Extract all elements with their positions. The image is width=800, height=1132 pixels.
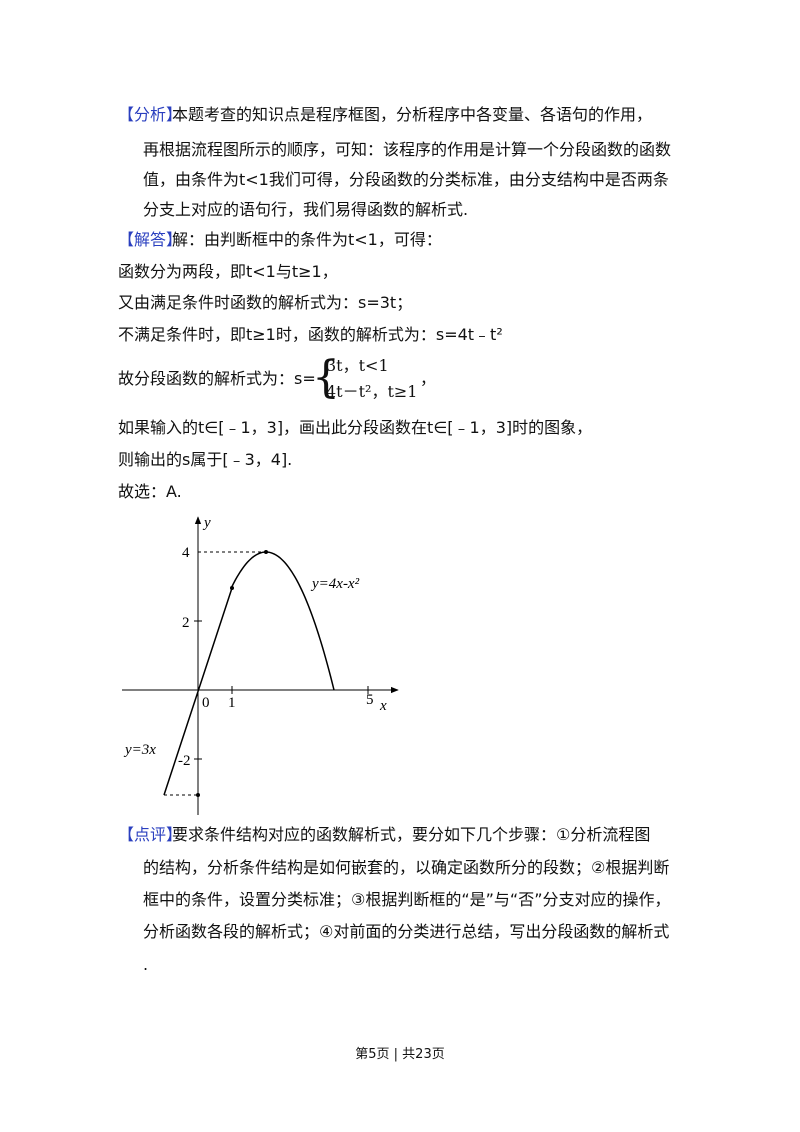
text-line: 本题考查的知识点是程序框图，分析程序中各变量、各语句的作用， bbox=[172, 105, 653, 124]
brace: { bbox=[312, 352, 340, 403]
text-line: 要求条件结构对应的函数解析式，要分如下几个步骤：①分析流程图 bbox=[172, 825, 651, 844]
parabola bbox=[231, 551, 335, 691]
curve-label: y=4x-x² bbox=[310, 576, 360, 592]
text-line: 故选：A. bbox=[118, 482, 182, 501]
text-line: 分析函数各段的解析式；④对前面的分类进行总结，写出分段函数的解析式 bbox=[143, 922, 670, 941]
text-line: 解：由判断框中的条件为t<1，可得： bbox=[172, 230, 442, 249]
tick-label: 5 bbox=[366, 692, 374, 708]
text-line: ， bbox=[420, 369, 437, 388]
label: 【点评】 bbox=[118, 825, 183, 844]
formula: 3t，t<1 bbox=[326, 356, 389, 375]
axis-label: x bbox=[379, 698, 387, 714]
text-line: . bbox=[143, 955, 149, 974]
axis-label: y bbox=[202, 515, 211, 531]
text-line: 框中的条件，设置分类标准；③根据判断框的“是”与“否”分支对应的操作， bbox=[143, 890, 671, 909]
text-line: 分支上对应的语句行，我们易得函数的解析式. bbox=[143, 200, 469, 219]
text-line: 不满足条件时，即t≥1时，函数的解析式为：s=4t﹣t² bbox=[118, 325, 503, 344]
text-line: 再根据流程图所示的顺序，可知：该程序的作用是计算一个分段函数的函数 bbox=[143, 140, 672, 159]
footer: 第5页 | 共23页 bbox=[355, 1047, 445, 1062]
tick-label: 1 bbox=[228, 695, 236, 711]
text-line: 则输出的s属于[﹣3，4]. bbox=[118, 450, 293, 469]
tick-label: 0 bbox=[202, 695, 210, 711]
text-line: 值，由条件为t<1我们可得，分段函数的分类标准，由分支结构中是否两条 bbox=[143, 170, 669, 189]
text-line: 的结构，分析条件结构是如何嵌套的，以确定函数所分的段数；②根据判断 bbox=[143, 858, 670, 877]
tick-label: -2 bbox=[178, 753, 191, 769]
tick-label: 4 bbox=[182, 545, 190, 561]
text-line: 又由满足条件时函数的解析式为：s=3t； bbox=[118, 293, 413, 312]
line-segment bbox=[163, 587, 233, 796]
text-line: 故分段函数的解析式为：s= bbox=[118, 369, 316, 388]
formula: 4t－t²，t≥1 bbox=[326, 382, 418, 401]
text-line: 如果输入的t∈[﹣1，3]，画出此分段函数在t∈[﹣1，3]时的图象， bbox=[118, 418, 593, 437]
label: 【解答】 bbox=[118, 230, 183, 249]
text-line: 函数分为两段，即t<1与t≥1， bbox=[118, 262, 338, 281]
curve-label: y=3x bbox=[123, 742, 156, 758]
label: 【分析】 bbox=[118, 105, 183, 124]
tick-label: 2 bbox=[182, 615, 190, 631]
